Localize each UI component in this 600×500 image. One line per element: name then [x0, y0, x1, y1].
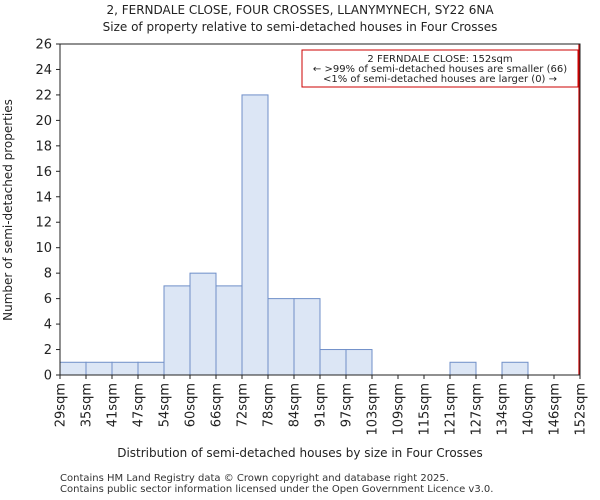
y-tick-label: 0 [44, 369, 52, 384]
x-tick-label: 41sqm [106, 383, 121, 427]
footer-copyright: Contains HM Land Registry data © Crown c… [60, 473, 449, 484]
bar-97sqm [346, 350, 372, 375]
bar-91sqm [320, 350, 346, 375]
x-tick-label: 127sqm [470, 383, 485, 436]
footer-licence: Contains public sector information licen… [60, 484, 493, 495]
x-tick-label: 47sqm [132, 383, 147, 427]
x-tick-label: 146sqm [548, 383, 563, 436]
y-tick-label: 26 [35, 38, 52, 53]
y-tick-label: 10 [35, 241, 52, 256]
x-tick-label: 35sqm [80, 383, 95, 427]
y-tick-label: 20 [35, 114, 52, 129]
bar-72sqm [242, 95, 268, 375]
x-tick-label: 91sqm [314, 383, 329, 427]
x-tick-label: 78sqm [262, 383, 277, 427]
bar-54sqm [164, 286, 190, 375]
bar-35sqm [86, 362, 112, 375]
x-tick-label: 103sqm [366, 383, 381, 436]
x-tick-label: 134sqm [496, 383, 511, 436]
x-tick-label: 29sqm [54, 383, 69, 427]
x-tick-label: 72sqm [236, 383, 251, 427]
y-tick-label: 22 [35, 88, 52, 103]
y-tick-label: 2 [44, 343, 52, 358]
x-tick-label: 66sqm [210, 383, 225, 427]
x-tick-label: 140sqm [522, 383, 537, 436]
y-tick-label: 24 [35, 63, 52, 78]
y-tick-label: 4 [44, 318, 52, 333]
x-tick-label: 152sqm [574, 383, 589, 436]
bar-29sqm [60, 362, 86, 375]
y-tick-label: 12 [35, 216, 52, 231]
x-tick-label: 97sqm [340, 383, 355, 427]
x-tick-label: 54sqm [158, 383, 173, 427]
annotation-box: 2 FERNDALE CLOSE: 152sqm ← >99% of semi-… [302, 50, 578, 87]
y-tick-label: 8 [44, 267, 52, 282]
chart-title: 2, FERNDALE CLOSE, FOUR CROSSES, LLANYMY… [106, 3, 494, 17]
x-tick-label: 109sqm [392, 383, 407, 436]
y-tick-label: 14 [35, 190, 52, 205]
x-tick-label: 115sqm [418, 383, 433, 436]
y-tick-label: 16 [35, 165, 52, 180]
bar-41sqm [112, 362, 138, 375]
x-axis-label: Distribution of semi-detached houses by … [117, 446, 483, 460]
x-tick-label: 84sqm [288, 383, 303, 427]
bar-121sqm [450, 362, 476, 375]
chart-subtitle: Size of property relative to semi-detach… [103, 20, 498, 34]
bar-66sqm [216, 286, 242, 375]
x-tick-label: 60sqm [184, 383, 199, 427]
y-tick-label: 18 [35, 139, 52, 154]
bar-84sqm [294, 299, 320, 375]
bar-134sqm [502, 362, 528, 375]
bar-78sqm [268, 299, 294, 375]
y-tick-label: 6 [44, 292, 52, 307]
annotation-line-3: <1% of semi-detached houses are larger (… [323, 74, 557, 85]
y-axis-label: Number of semi-detached properties [1, 99, 15, 321]
x-tick-label: 121sqm [444, 383, 459, 436]
bar-60sqm [190, 273, 216, 375]
bar-47sqm [138, 362, 164, 375]
chart: 2, FERNDALE CLOSE, FOUR CROSSES, LLANYMY… [0, 0, 600, 500]
